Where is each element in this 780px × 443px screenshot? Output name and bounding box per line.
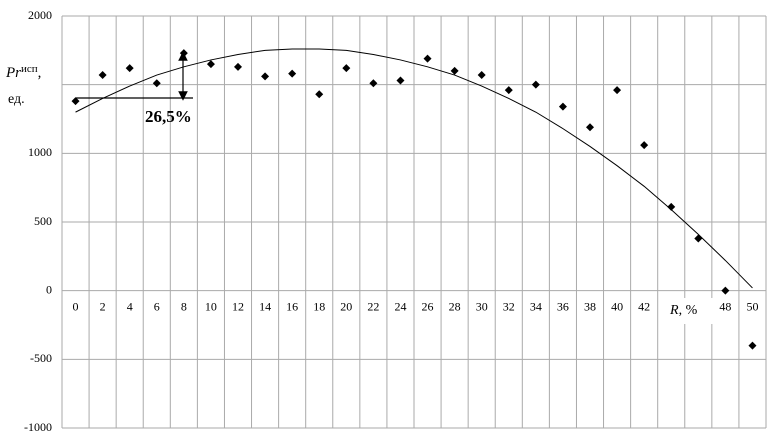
- x-tick-label: 22: [367, 299, 379, 313]
- x-axis-label: R, %: [669, 303, 698, 318]
- point: [396, 76, 405, 85]
- x-tick-label: 18: [313, 299, 325, 313]
- x-tick-label: 2: [100, 299, 106, 313]
- point: [558, 102, 567, 111]
- point: [748, 341, 757, 350]
- point: [261, 72, 270, 81]
- point: [667, 202, 676, 211]
- point: [450, 66, 459, 75]
- point: [531, 80, 540, 89]
- grid: -1000-5000500100015002000024681012141618…: [24, 8, 767, 434]
- y-tick-label: 0: [46, 282, 52, 296]
- x-tick-label: 4: [127, 299, 133, 313]
- y-axis-unit: ед.: [8, 92, 25, 107]
- point: [694, 234, 703, 243]
- x-tick-label: 38: [584, 299, 596, 313]
- annotation: 26,5%: [145, 107, 192, 126]
- y-tick-label: -500: [30, 351, 52, 365]
- x-tick-label: 10: [205, 299, 217, 313]
- x-tick-label: 36: [557, 299, 569, 313]
- x-tick-label: 48: [719, 299, 731, 313]
- point: [613, 86, 622, 95]
- ylabel-box: [0, 58, 56, 114]
- x-tick-label: 32: [503, 299, 515, 313]
- ylabel-comma: ,: [38, 65, 42, 81]
- point: [504, 86, 513, 95]
- point: [721, 286, 730, 295]
- x-tick-label: 40: [611, 299, 623, 313]
- point: [640, 141, 649, 150]
- point: [288, 69, 297, 78]
- x-tick-label: 28: [449, 299, 461, 313]
- y-tick-label: 1000: [28, 145, 52, 159]
- x-tick-label: 24: [394, 299, 406, 313]
- xlabel-box: [660, 298, 718, 324]
- x-tick-label: 34: [530, 299, 542, 313]
- x-tick-label: 8: [181, 299, 187, 313]
- ylabel-symbol: Pr: [5, 65, 21, 81]
- point: [71, 97, 80, 106]
- point: [423, 54, 432, 63]
- point: [98, 71, 107, 80]
- x-tick-label: 16: [286, 299, 298, 313]
- x-tick-label: 12: [232, 299, 244, 313]
- point: [315, 90, 324, 99]
- y-axis-label: Prисп,: [5, 63, 41, 82]
- point: [125, 64, 134, 73]
- point: [152, 79, 161, 88]
- marks: [71, 48, 757, 350]
- x-tick-label: 50: [746, 299, 758, 313]
- y-tick-label: 2000: [28, 8, 52, 22]
- y-tick-label: 500: [34, 214, 52, 228]
- x-tick-label: 30: [476, 299, 488, 313]
- point: [234, 62, 242, 71]
- point: [179, 49, 188, 58]
- x-tick-label: 20: [340, 299, 352, 313]
- x-tick-label: 26: [422, 299, 434, 313]
- point: [206, 60, 215, 69]
- point: [586, 123, 594, 132]
- trend-line: [75, 48, 753, 289]
- y-tick-label: -1000: [24, 420, 52, 434]
- x-tick-label: 0: [73, 299, 79, 313]
- x-tick-label: 6: [154, 299, 160, 313]
- point: [369, 79, 378, 88]
- x-tick-label: 42: [638, 299, 650, 313]
- xlabel-symbol: R: [669, 303, 679, 318]
- ylabel-sup: исп: [21, 63, 38, 75]
- x-tick-label: 14: [259, 299, 271, 313]
- xlabel-unit: , %: [679, 303, 698, 318]
- point: [342, 64, 351, 73]
- point: [477, 71, 486, 80]
